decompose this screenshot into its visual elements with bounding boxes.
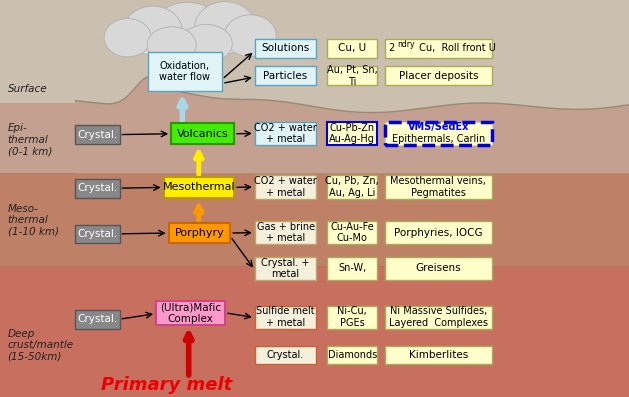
Ellipse shape [181, 25, 232, 63]
Bar [385, 306, 492, 329]
Text: Porphyries, IOCG: Porphyries, IOCG [394, 227, 482, 238]
Text: Greisens: Greisens [416, 263, 461, 274]
Bar [327, 122, 377, 145]
Bar [327, 66, 377, 85]
Text: Oxidation,
water flow: Oxidation, water flow [159, 61, 211, 82]
Text: Porphyry: Porphyry [174, 228, 225, 238]
Text: Crystal.: Crystal. [77, 130, 118, 140]
Text: (Ultra)Mafic
Complex: (Ultra)Mafic Complex [160, 302, 221, 324]
Text: Crystal.: Crystal. [77, 183, 118, 193]
Text: Cu,  Roll front U: Cu, Roll front U [416, 43, 496, 53]
Bar [385, 257, 492, 280]
Text: Cu, Pb, Zn,
Au, Ag, Li: Cu, Pb, Zn, Au, Ag, Li [325, 176, 379, 198]
Bar [75, 225, 120, 243]
Text: Cu-Pb-Zn
Au-Ag-Hg: Cu-Pb-Zn Au-Ag-Hg [330, 123, 375, 144]
Bar [171, 123, 234, 144]
Bar [385, 346, 492, 364]
Bar [255, 346, 316, 364]
Bar [255, 66, 316, 85]
Bar [255, 306, 316, 329]
Ellipse shape [147, 27, 196, 63]
Bar [327, 39, 377, 58]
Bar [327, 346, 377, 364]
Ellipse shape [123, 6, 182, 55]
Text: Crystal. +
metal: Crystal. + metal [262, 258, 309, 279]
Text: Crystal.: Crystal. [267, 350, 304, 360]
Bar [385, 39, 492, 58]
Bar [255, 39, 316, 58]
Text: Particles: Particles [264, 71, 308, 81]
Bar [327, 175, 377, 198]
Text: Ni-Cu,
PGEs: Ni-Cu, PGEs [337, 306, 367, 328]
Bar [327, 257, 377, 280]
Text: Crystal.: Crystal. [77, 314, 118, 324]
Text: Deep
crust/mantle
(15-50km): Deep crust/mantle (15-50km) [8, 329, 74, 362]
Bar [327, 306, 377, 329]
Bar [75, 310, 120, 329]
Bar [156, 301, 225, 325]
Bar [169, 223, 230, 243]
Bar [385, 122, 492, 145]
Text: Placer deposits: Placer deposits [399, 71, 478, 81]
Bar [148, 52, 222, 91]
Text: Mesothermal veins,
Pegmatites: Mesothermal veins, Pegmatites [391, 176, 486, 198]
Bar [0, 0, 629, 103]
Text: CO2 + water
+ metal: CO2 + water + metal [254, 176, 317, 198]
Ellipse shape [194, 2, 256, 54]
Text: Diamonds: Diamonds [328, 350, 377, 360]
Text: Au, Pt, Sn,
Ti: Au, Pt, Sn, Ti [327, 65, 377, 87]
Text: Sulfide melt
+ metal: Sulfide melt + metal [256, 306, 315, 328]
Bar [75, 125, 120, 144]
Text: Surface: Surface [8, 84, 47, 94]
Bar [0, 103, 629, 173]
Bar [75, 179, 120, 198]
Bar [255, 257, 316, 280]
Text: VMS/SedEx: VMS/SedEx [408, 122, 469, 132]
Text: CO2 + water
+ metal: CO2 + water + metal [254, 123, 317, 144]
Bar [255, 175, 316, 198]
Text: Epithermals, Carlin: Epithermals, Carlin [392, 134, 485, 144]
Bar [385, 66, 492, 85]
Ellipse shape [150, 2, 225, 65]
Text: Mesothermal: Mesothermal [162, 182, 235, 193]
Ellipse shape [225, 15, 276, 57]
Bar [164, 177, 234, 198]
Text: Epi-
thermal
(0-1 km): Epi- thermal (0-1 km) [8, 123, 52, 156]
Text: Solutions: Solutions [262, 43, 309, 53]
Text: Volcanics: Volcanics [177, 129, 228, 139]
Text: 2: 2 [389, 43, 395, 53]
Text: Kimberlites: Kimberlites [409, 350, 468, 360]
Bar [385, 175, 492, 198]
Text: Cu-Au-Fe
Cu-Mo: Cu-Au-Fe Cu-Mo [330, 222, 374, 243]
Bar [255, 122, 316, 145]
Bar [385, 221, 492, 244]
Text: Ni Massive Sulfides,
Layered  Complexes: Ni Massive Sulfides, Layered Complexes [389, 306, 488, 328]
Bar [255, 221, 316, 244]
Bar [327, 221, 377, 244]
Text: Cu, U: Cu, U [338, 43, 366, 53]
Text: Gas + brine
+ metal: Gas + brine + metal [257, 222, 314, 243]
Text: Meso-
thermal
(1-10 km): Meso- thermal (1-10 km) [8, 204, 58, 237]
Text: Primary melt: Primary melt [101, 376, 232, 394]
Text: Sn-W,: Sn-W, [338, 263, 366, 274]
Text: ndry: ndry [397, 40, 415, 49]
Ellipse shape [104, 19, 151, 57]
Text: Crystal.: Crystal. [77, 229, 118, 239]
Bar [0, 266, 629, 397]
Bar [0, 173, 629, 266]
